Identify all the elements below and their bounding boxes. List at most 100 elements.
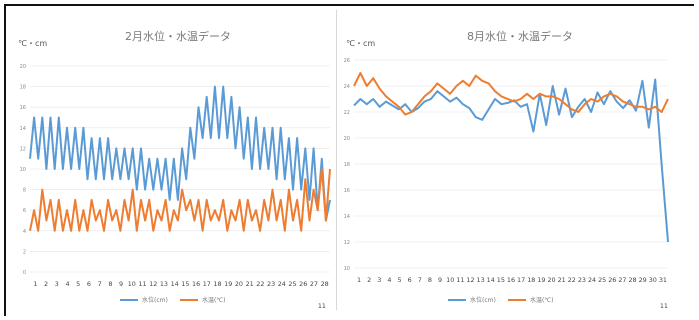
y-tick-label: 24 [344, 84, 350, 90]
x-tick-label: 6 [408, 276, 412, 284]
water-temp-series-line [353, 72, 669, 116]
x-tick-label: 26 [608, 276, 616, 284]
x-tick-label: 28 [628, 276, 636, 284]
x-tick-label: 6 [87, 280, 91, 288]
water-temp-series-line [29, 168, 331, 232]
x-tick-label: 23 [267, 280, 275, 288]
x-tick-label: 8 [108, 280, 112, 288]
x-tick-label: 3 [377, 276, 381, 284]
x-tick-label: 13 [477, 276, 485, 284]
x-tick-label: 2 [44, 280, 48, 288]
x-tick-label: 25 [288, 280, 296, 288]
x-tick-label: 8 [428, 276, 432, 284]
y-axis-unit-label: ℃・cm [346, 39, 375, 48]
x-tick-label: 25 [598, 276, 606, 284]
x-tick-label: 20 [547, 276, 555, 284]
x-tick-label: 14 [171, 280, 179, 288]
x-tick-label: 5 [398, 276, 402, 284]
x-tick-label: 11 [456, 276, 464, 284]
x-tick-label: 22 [256, 280, 264, 288]
x-tick-label: 20 [235, 280, 243, 288]
x-tick-label: 1 [33, 280, 37, 288]
x-tick-label: 19 [537, 276, 545, 284]
y-axis-unit-label: ℃・cm [18, 39, 47, 48]
x-axis-month-label: 11 [318, 302, 326, 310]
y-tick-label: 12 [344, 240, 350, 246]
left-frame-line [4, 4, 6, 316]
y-tick-label: 10 [20, 167, 26, 173]
y-tick-label: 14 [344, 214, 350, 220]
y-tick-label: 20 [20, 64, 26, 70]
top-frame-line [4, 4, 694, 6]
y-tick-label: 8 [23, 188, 26, 194]
x-tick-label: 27 [618, 276, 626, 284]
x-tick-label: 7 [98, 280, 102, 288]
legend-label-water-level: 水位(cm) [470, 296, 496, 304]
legend-label-water-level: 水位(cm) [142, 296, 168, 304]
x-tick-label: 15 [497, 276, 505, 284]
water-level-series-line [29, 85, 331, 222]
y-tick-label: 26 [344, 58, 350, 64]
x-tick-label: 12 [466, 276, 474, 284]
chart-title: 2月水位・水温データ [125, 29, 231, 43]
x-tick-label: 18 [527, 276, 535, 284]
y-tick-label: 0 [23, 270, 26, 276]
y-tick-label: 16 [20, 105, 26, 111]
x-tick-label: 11 [138, 280, 146, 288]
x-tick-label: 30 [649, 276, 657, 284]
x-tick-label: 1 [357, 276, 361, 284]
x-tick-label: 7 [418, 276, 422, 284]
x-tick-label: 17 [203, 280, 211, 288]
x-tick-label: 23 [578, 276, 586, 284]
x-tick-label: 27 [310, 280, 318, 288]
aug-chart-panel: 8月水位・水温データ ℃・cm 10 12 14 16 18 20 22 24 26 1 2 3 4 5 6 7 8… [340, 10, 685, 310]
x-tick-label: 15 [181, 280, 189, 288]
x-tick-label: 2 [367, 276, 371, 284]
x-tick-label: 29 [639, 276, 647, 284]
water-level-series-line [353, 78, 669, 243]
x-tick-label: 5 [76, 280, 80, 288]
x-tick-label: 17 [517, 276, 525, 284]
y-tick-label: 20 [344, 136, 350, 142]
x-tick-label: 26 [299, 280, 307, 288]
y-tick-label: 18 [344, 162, 350, 168]
x-tick-label: 9 [119, 280, 123, 288]
x-tick-label: 13 [160, 280, 168, 288]
x-tick-label: 21 [246, 280, 254, 288]
x-tick-label: 10 [446, 276, 454, 284]
x-tick-label: 10 [128, 280, 136, 288]
y-tick-label: 4 [23, 229, 26, 235]
x-tick-label: 21 [558, 276, 566, 284]
y-tick-label: 22 [344, 110, 350, 116]
x-tick-label: 16 [507, 276, 515, 284]
x-tick-label: 14 [487, 276, 495, 284]
y-tick-label: 2 [23, 249, 26, 255]
y-tick-label: 12 [20, 146, 26, 152]
y-tick-label: 16 [344, 188, 350, 194]
x-tick-label: 16 [192, 280, 200, 288]
x-tick-label: 3 [55, 280, 59, 288]
x-tick-label: 18 [213, 280, 221, 288]
x-tick-label: 24 [278, 280, 286, 288]
x-tick-label: 22 [568, 276, 576, 284]
x-tick-label: 28 [321, 280, 329, 288]
y-tick-label: 14 [20, 126, 26, 132]
x-tick-label: 24 [588, 276, 596, 284]
x-tick-label: 19 [224, 280, 232, 288]
legend-label-water-temp: 水温(℃) [202, 296, 225, 304]
y-tick-label: 18 [20, 85, 26, 91]
feb-chart-panel: 2月水位・水温データ ℃・cm 0 2 4 6 8 10 12 14 16 18 20 1 2 3 4 5 6 7 8 9… [8, 10, 337, 310]
x-tick-label: 31 [659, 276, 667, 284]
x-axis-month-label: 11 [660, 302, 668, 310]
y-tick-label: 6 [23, 208, 26, 214]
legend-label-water-temp: 水温(℃) [530, 296, 553, 304]
y-tick-label: 10 [344, 266, 350, 272]
x-tick-label: 9 [438, 276, 442, 284]
x-tick-label: 4 [387, 276, 391, 284]
chart-title: 8月水位・水温データ [467, 29, 573, 43]
x-tick-label: 4 [65, 280, 69, 288]
x-tick-label: 12 [149, 280, 157, 288]
